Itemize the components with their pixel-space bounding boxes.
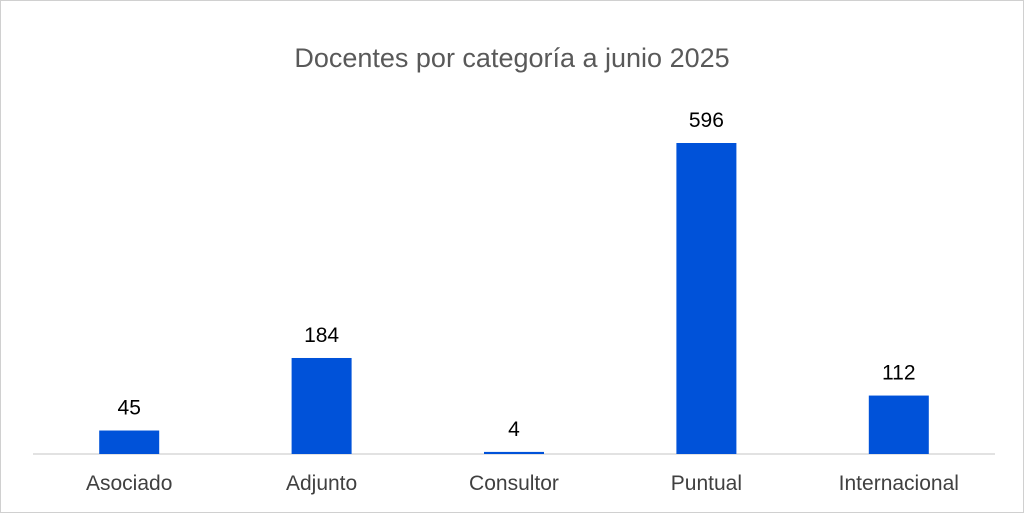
x-tick-label-adjunto: Adjunto xyxy=(286,472,357,495)
data-label-adjunto: 184 xyxy=(304,324,339,347)
x-tick-label-consultor: Consultor xyxy=(469,472,559,495)
data-label-asociado: 45 xyxy=(118,397,141,420)
bar-adjunto xyxy=(291,357,352,454)
data-label-internacional: 112 xyxy=(882,362,915,385)
data-label-puntual: 596 xyxy=(689,109,724,132)
bar-asociado xyxy=(99,430,160,454)
x-tick-label-puntual: Puntual xyxy=(671,472,742,495)
data-label-consultor: 4 xyxy=(508,418,520,441)
x-tick-label-asociado: Asociado xyxy=(86,472,172,495)
bar-internacional xyxy=(868,395,929,454)
x-tick-label-internacional: Internacional xyxy=(839,472,959,495)
chart-title: Docentes por categoría a junio 2025 xyxy=(294,43,730,73)
bar-puntual xyxy=(676,143,737,454)
bar-consultor xyxy=(484,451,544,454)
